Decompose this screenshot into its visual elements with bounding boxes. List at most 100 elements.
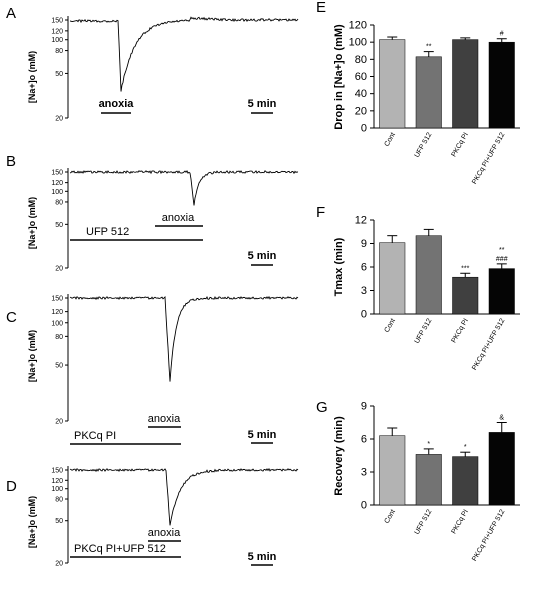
panel-b-trace-chart: B 20 50 80 100 120 150 [Na+]o (mM) anoxia UFP 512… xyxy=(6,153,299,273)
x-tick-label: Cont xyxy=(384,508,397,524)
y-tick-label: 12 xyxy=(355,215,367,227)
panel-g-bar-chart: G 0 3 6 9 Recovery (min) Cont * UFP 512 * PKCq PI &… xyxy=(316,399,520,563)
panel-a-trace-chart: A 20 50 80 100 120 150 [Na+]o (mM) anoxia 5 min xyxy=(6,5,299,123)
anoxia-label: anoxia xyxy=(148,527,181,539)
significance-marker: * xyxy=(427,441,430,448)
y-tick-label: 3 xyxy=(361,285,367,297)
y-tick-label: 80 xyxy=(55,334,63,341)
y-tick-label: 20 xyxy=(355,105,367,117)
x-tick-label: PKCq PI+UFP 512 xyxy=(471,131,506,185)
bar xyxy=(488,432,515,506)
y-tick-label: 80 xyxy=(55,48,63,55)
x-tick-label: PKCq PI+UFP 512 xyxy=(471,317,506,371)
y-tick-label: 150 xyxy=(51,18,63,25)
bar xyxy=(379,435,406,506)
y-tick-label: 3 xyxy=(361,467,367,479)
treatment-label: PKCq PI xyxy=(74,430,116,442)
y-tick-label: 6 xyxy=(361,434,367,446)
panel-letter: F xyxy=(316,204,325,221)
x-tick-label: Cont xyxy=(384,131,397,147)
x-tick-label: UFP 512 xyxy=(414,317,434,344)
y-tick-label: 9 xyxy=(361,238,367,250)
y-tick-label: 50 xyxy=(55,222,63,229)
x-tick-label: PKCq PI xyxy=(450,131,470,158)
y-tick-label: 100 xyxy=(51,189,63,196)
bar xyxy=(452,456,479,506)
bar xyxy=(415,235,442,315)
y-tick-label: 80 xyxy=(55,497,63,504)
significance-marker: *** xyxy=(461,265,469,272)
treatment-label: UFP 512 xyxy=(86,226,129,238)
y-tick-label: 0 xyxy=(361,309,367,321)
scale-bar-5-min-label: 5 min xyxy=(248,98,277,110)
y-tick-label: 50 xyxy=(55,518,63,525)
y-tick-label: 150 xyxy=(51,170,63,177)
y-tick-label: 0 xyxy=(361,123,367,135)
significance-marker: & xyxy=(499,415,504,422)
y-tick-label: 6 xyxy=(361,262,367,274)
na-trace-line xyxy=(69,295,299,382)
y-tick-label: 80 xyxy=(55,199,63,206)
y-tick-label: 50 xyxy=(55,71,63,78)
y-axis-label: [Na+]o (mM) xyxy=(27,330,37,382)
bar xyxy=(452,276,479,315)
na-trace-line xyxy=(69,16,299,92)
y-tick-label: 20 xyxy=(55,419,63,426)
y-axis-label: [Na+]o (mM) xyxy=(27,496,37,548)
y-tick-label: 80 xyxy=(355,54,367,66)
bar xyxy=(488,41,515,129)
panel-letter: B xyxy=(6,153,16,170)
scale-bar-5-min-label: 5 min xyxy=(248,551,277,563)
y-axis-label: [Na+]o (mM) xyxy=(27,51,37,103)
y-tick-label: 120 xyxy=(51,309,63,316)
y-tick-label: 100 xyxy=(51,320,63,327)
significance-marker: # xyxy=(500,31,504,38)
y-tick-label: 150 xyxy=(51,468,63,475)
panel-letter: G xyxy=(316,399,328,416)
bar xyxy=(379,39,406,129)
significance-marker: ** xyxy=(499,247,505,254)
x-tick-label: PKCq PI xyxy=(450,508,470,535)
y-tick-label: 20 xyxy=(55,561,63,568)
treatment-label: PKCq PI+UFP 512 xyxy=(74,543,166,555)
panel-e-bar-chart: E 0 20 40 60 80 100 120 Drop in [Na+]o (mM) Cont *… xyxy=(316,0,520,186)
y-axis-label: Recovery (min) xyxy=(333,416,345,496)
y-tick-label: 9 xyxy=(361,401,367,413)
significance-marker: ** xyxy=(426,44,432,51)
significance-marker: * xyxy=(464,444,467,451)
y-tick-label: 20 xyxy=(55,266,63,273)
bar xyxy=(488,268,515,315)
panel-letter: E xyxy=(316,0,326,16)
anoxia-label: anoxia xyxy=(162,212,195,224)
x-tick-label: UFP 512 xyxy=(414,508,434,535)
y-tick-label: 0 xyxy=(361,500,367,512)
y-tick-label: 120 xyxy=(349,20,367,32)
panel-letter: A xyxy=(6,5,16,22)
scale-bar-5-min-label: 5 min xyxy=(248,429,277,441)
y-tick-label: 20 xyxy=(55,116,63,123)
anoxia-label: anoxia xyxy=(148,413,181,425)
x-tick-label: UFP 512 xyxy=(414,131,434,158)
y-axis-label: Drop in [Na+]o (mM) xyxy=(333,24,345,130)
bar xyxy=(379,242,406,315)
bar xyxy=(452,39,479,129)
y-tick-label: 150 xyxy=(51,296,63,303)
significance-marker: ### xyxy=(496,256,508,263)
anoxia-label: anoxia xyxy=(99,98,135,110)
y-tick-label: 120 xyxy=(51,28,63,35)
x-tick-label: PKCq PI+UFP 512 xyxy=(471,508,506,562)
y-tick-label: 60 xyxy=(355,71,367,83)
panel-letter: D xyxy=(6,478,17,495)
y-tick-label: 40 xyxy=(355,88,367,100)
bar xyxy=(415,454,442,506)
y-tick-label: 100 xyxy=(51,486,63,493)
panel-c-trace-chart: C 20 50 80 100 120 150 [Na+]o (mM) anoxia PKCq PI… xyxy=(6,294,299,445)
y-axis-label: [Na+]o (mM) xyxy=(27,197,37,249)
y-tick-label: 100 xyxy=(349,37,367,49)
na-trace-line xyxy=(69,170,299,206)
y-axis-label: Tmax (min) xyxy=(333,237,345,296)
scale-bar-5-min-label: 5 min xyxy=(248,250,277,262)
y-tick-label: 100 xyxy=(51,37,63,44)
